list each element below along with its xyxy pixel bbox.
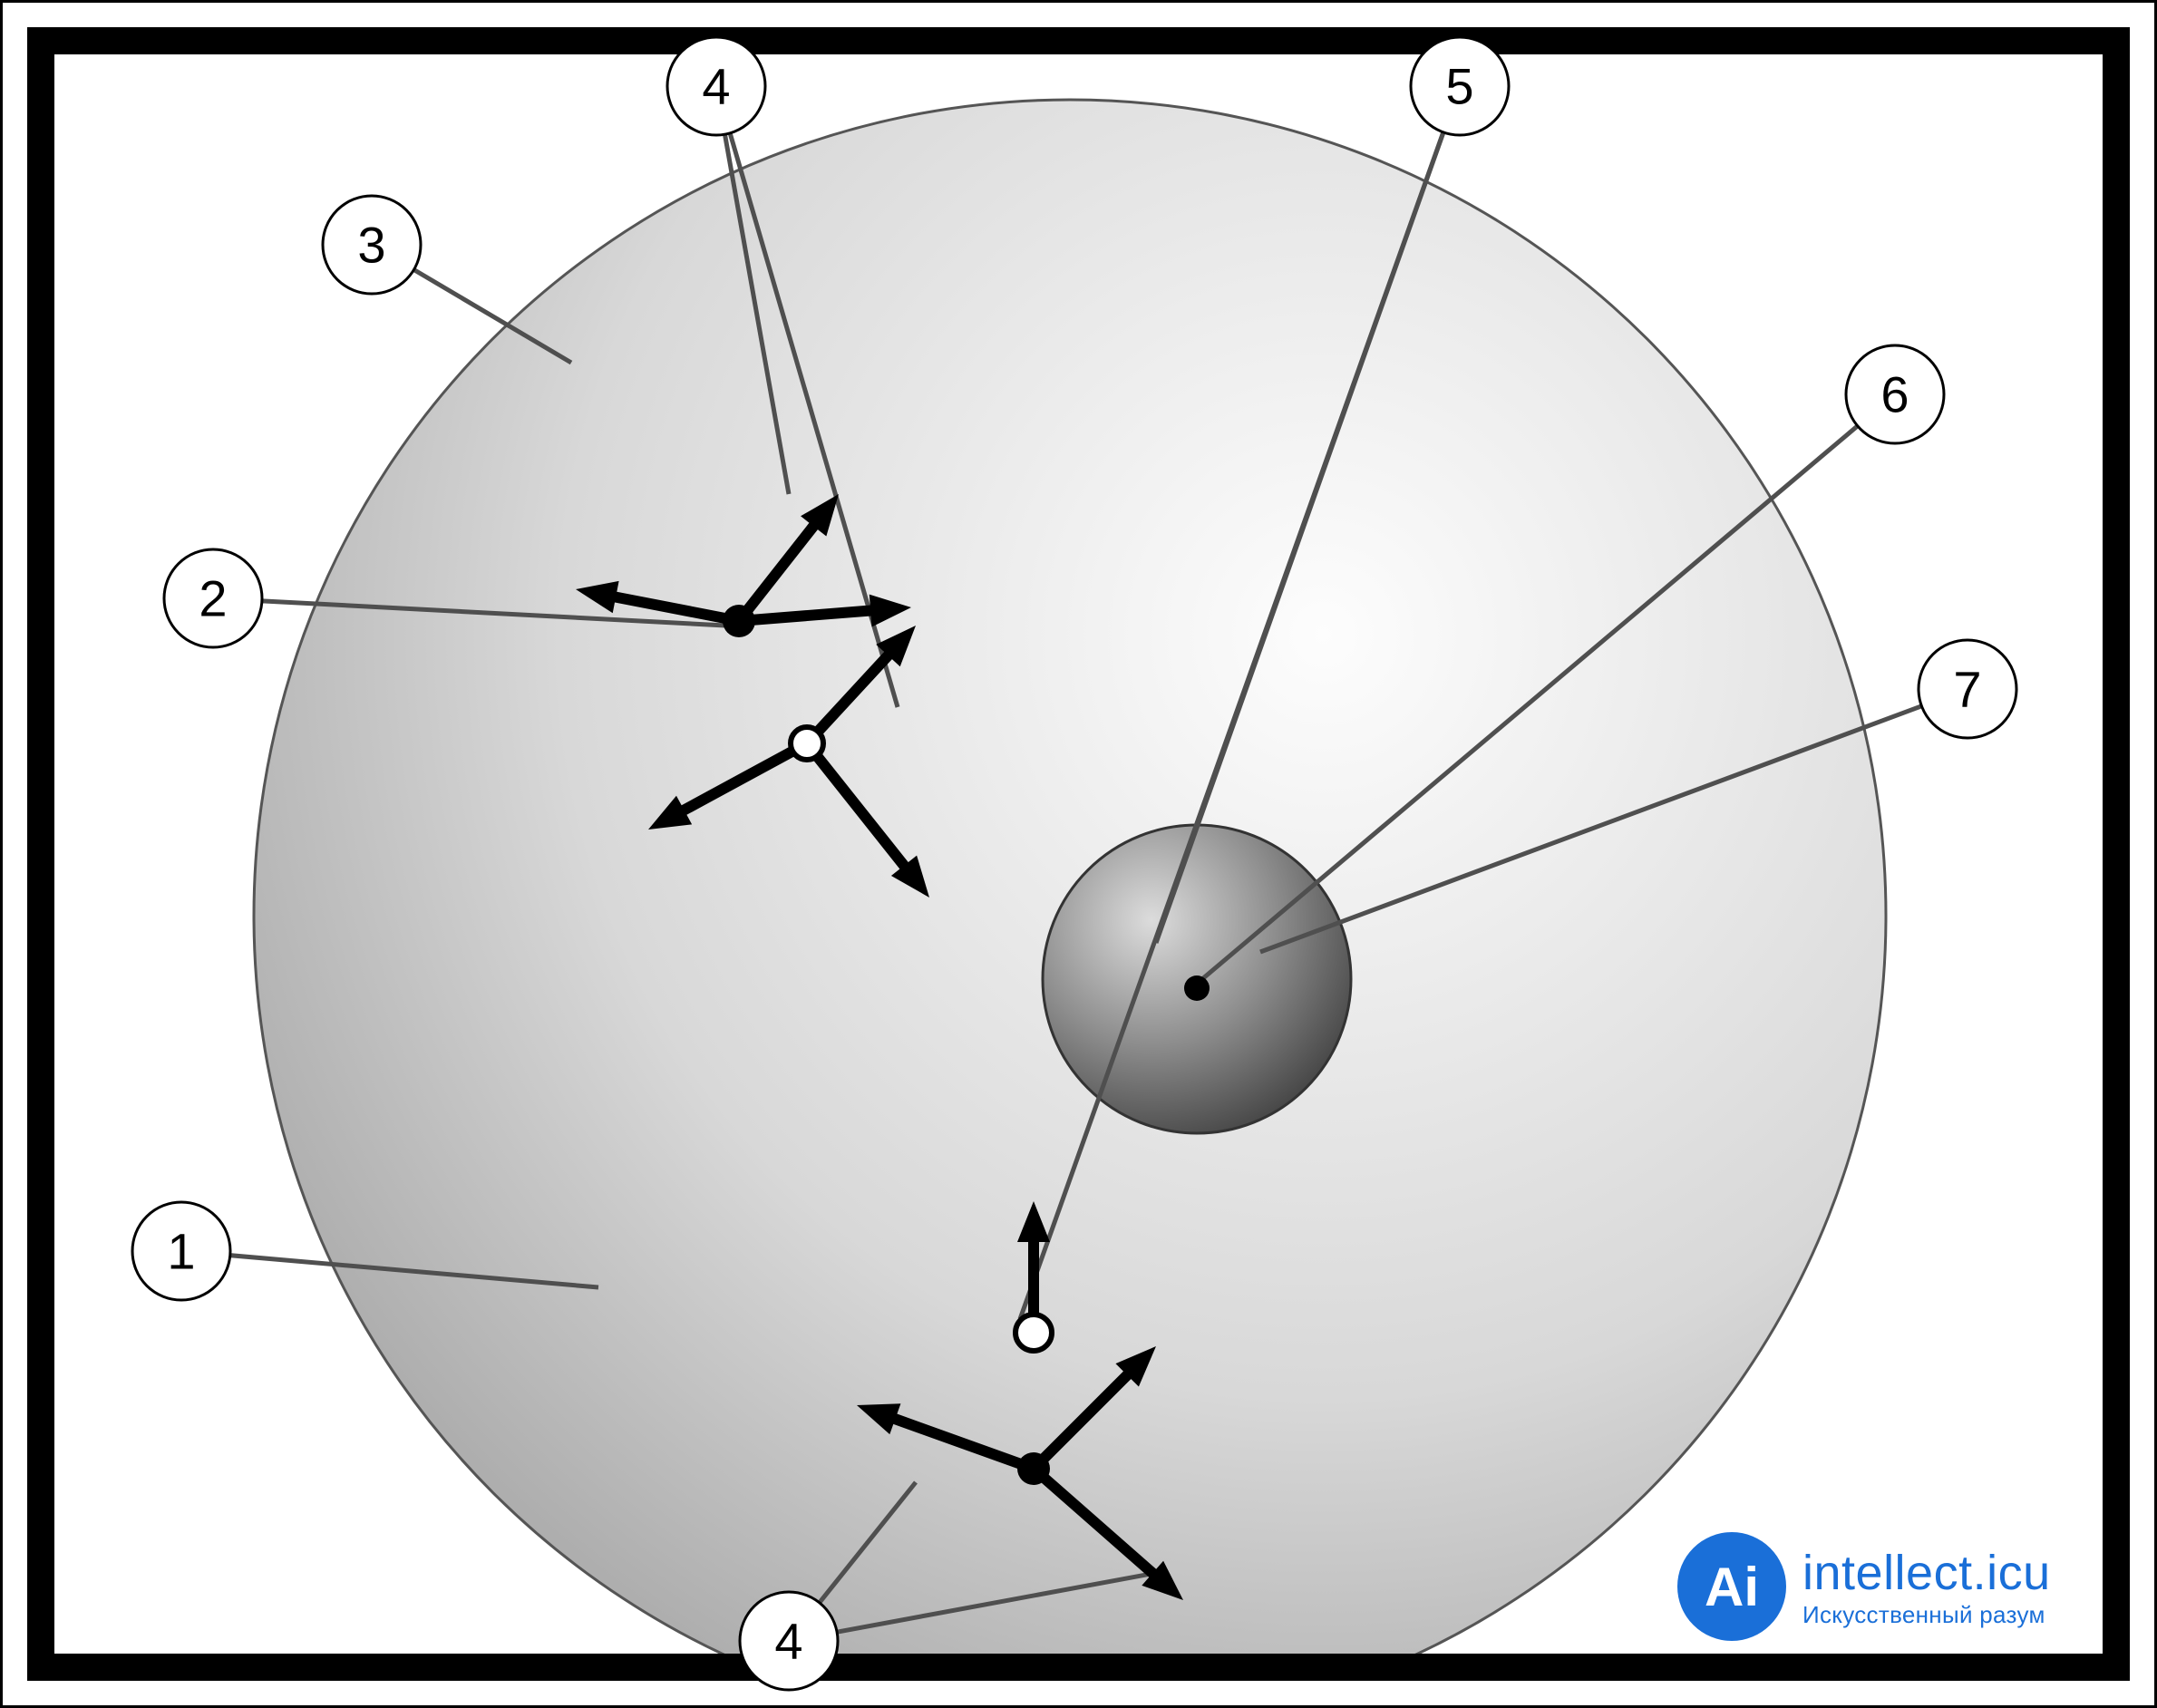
nucleus-center-dot [1184, 975, 1210, 1001]
watermark-subtitle: Искусственный разум [1802, 1601, 2051, 1629]
particle-bot_black [1017, 1452, 1050, 1485]
label-text-2: 2 [199, 570, 227, 627]
particle-bot_white [1015, 1315, 1052, 1351]
particle-top_white [791, 727, 823, 760]
watermark: Ai intellect.icu Искусственный разум [1677, 1532, 2051, 1641]
watermark-text-block: intellect.icu Искусственный разум [1802, 1545, 2051, 1629]
label-text-1: 1 [167, 1223, 195, 1280]
label-text-5: 5 [1445, 58, 1473, 115]
watermark-title: intellect.icu [1802, 1545, 2051, 1601]
label-text-4-bot: 4 [774, 1613, 802, 1670]
diagram-svg: 1 2 3 4 4 5 6 7 [0, 0, 2157, 1708]
diagram-frame: 1 2 3 4 4 5 6 7 Ai intellect.icu Искусственный … [0, 0, 2157, 1708]
watermark-logo: Ai [1677, 1532, 1786, 1641]
label-text-4-top: 4 [702, 58, 730, 115]
label-text-7: 7 [1953, 661, 1981, 718]
particle-top_black [723, 605, 755, 637]
label-text-6: 6 [1880, 366, 1909, 423]
label-text-3: 3 [357, 217, 385, 274]
watermark-logo-text: Ai [1705, 1556, 1759, 1618]
